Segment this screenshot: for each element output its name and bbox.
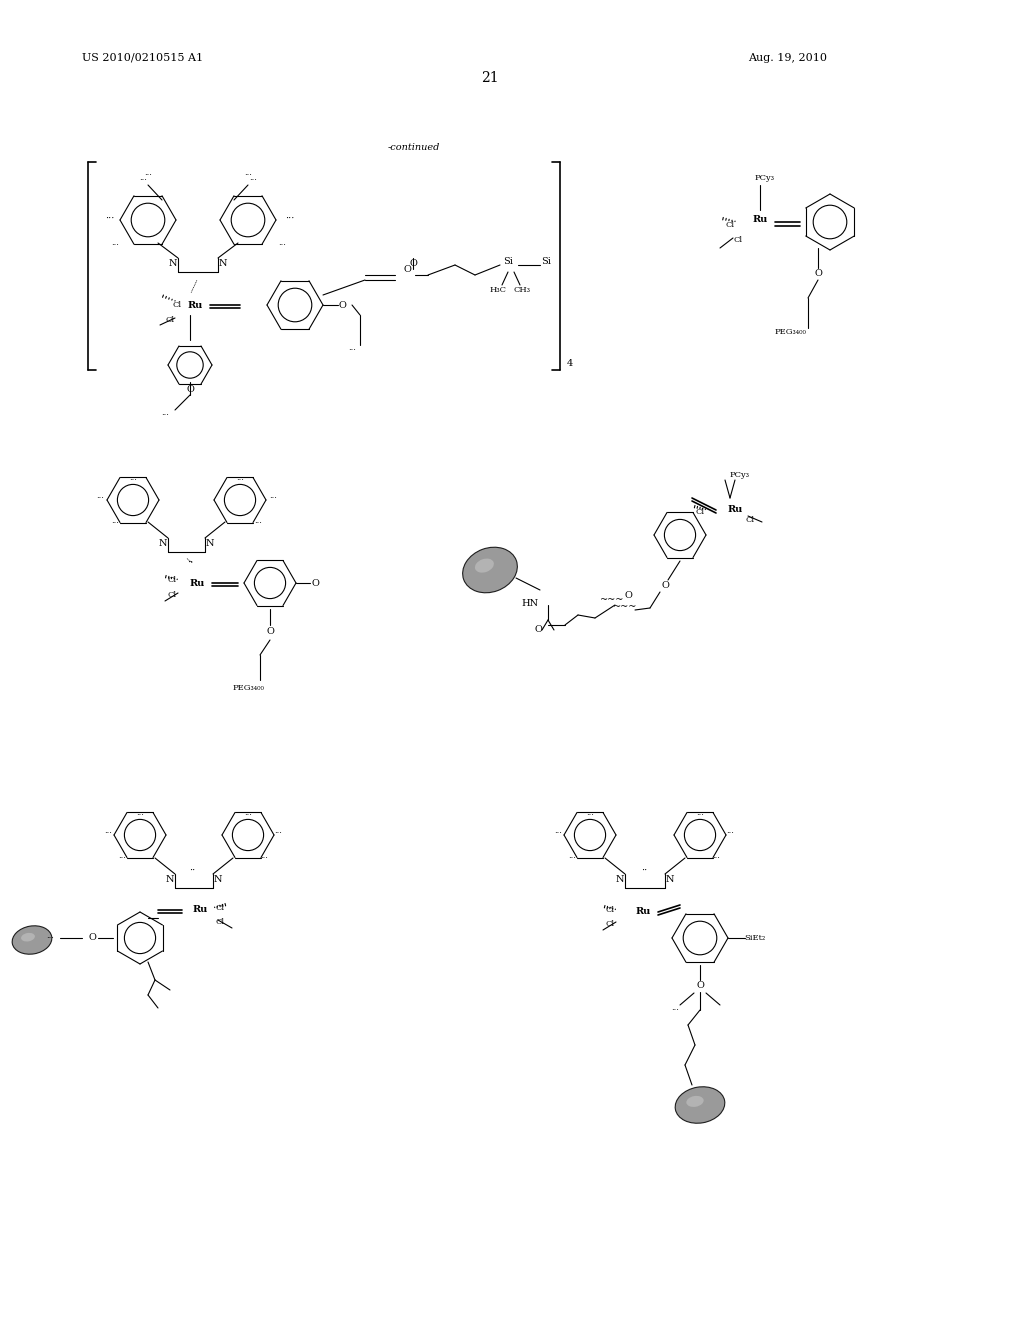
Text: O: O [311, 578, 318, 587]
Text: N: N [219, 259, 227, 268]
Text: SiEt₂: SiEt₂ [744, 935, 766, 942]
Text: ···: ··· [696, 810, 703, 818]
Text: ···: ··· [671, 1006, 679, 1014]
Text: HN: HN [521, 598, 539, 607]
Text: Cl: Cl [168, 576, 176, 583]
Text: O: O [662, 582, 669, 590]
Text: N: N [206, 539, 214, 548]
Ellipse shape [686, 1096, 703, 1107]
Text: ···: ··· [249, 176, 257, 183]
Text: Cl: Cl [733, 236, 742, 244]
Text: ···: ··· [129, 477, 137, 484]
Text: O: O [186, 385, 194, 395]
Text: O: O [403, 265, 411, 275]
Text: Aug. 19, 2010: Aug. 19, 2010 [748, 53, 827, 63]
Text: H₃C: H₃C [489, 286, 507, 294]
Ellipse shape [475, 558, 494, 573]
Text: PEG₃₄₀₀: PEG₃₄₀₀ [774, 327, 806, 337]
Text: Cl: Cl [166, 315, 174, 323]
Text: O: O [266, 627, 274, 636]
Text: Ru: Ru [189, 578, 205, 587]
Text: ···: ··· [46, 935, 54, 942]
Text: Ru: Ru [727, 506, 742, 515]
Text: Ru: Ru [635, 908, 650, 916]
Text: ···: ··· [568, 854, 575, 862]
Ellipse shape [675, 1086, 725, 1123]
Text: ··: ·· [641, 866, 647, 874]
Text: PCy₃: PCy₃ [730, 471, 750, 479]
Text: Cl: Cl [745, 516, 755, 524]
Text: ···: ··· [279, 242, 286, 249]
Text: Si: Si [541, 257, 551, 267]
Text: ···: ··· [244, 810, 252, 818]
Text: ···: ··· [96, 494, 104, 502]
Text: ···: ··· [244, 172, 252, 180]
Text: N: N [666, 874, 674, 883]
Text: ···: ··· [111, 519, 119, 527]
Text: ···: ··· [286, 214, 295, 223]
Text: ··: ·· [188, 866, 196, 874]
Text: ···: ··· [161, 411, 169, 418]
Text: N: N [615, 874, 625, 883]
Text: PEG₃₄₀₀: PEG₃₄₀₀ [232, 684, 264, 692]
Text: O: O [88, 933, 96, 942]
Text: Cl: Cl [168, 591, 176, 599]
Text: N: N [169, 259, 177, 268]
Text: ~~~: ~~~ [612, 602, 637, 611]
Text: ···: ··· [139, 176, 146, 183]
Ellipse shape [12, 925, 52, 954]
Text: O: O [814, 268, 822, 277]
Text: PCy₃: PCy₃ [755, 174, 775, 182]
Text: O: O [696, 982, 703, 990]
Text: ···: ··· [269, 494, 276, 502]
Text: N: N [214, 874, 222, 883]
Text: O: O [409, 259, 417, 268]
Text: O: O [338, 301, 346, 309]
Text: ···: ··· [554, 829, 562, 837]
Text: ···: ··· [254, 519, 262, 527]
Text: Cl: Cl [605, 906, 614, 913]
Text: ···: ··· [274, 829, 282, 837]
Text: Cl: Cl [215, 904, 224, 912]
Text: US 2010/0210515 A1: US 2010/0210515 A1 [82, 53, 203, 63]
Text: ~~~: ~~~ [600, 595, 625, 605]
Text: Cl: Cl [695, 508, 705, 516]
Text: Ru: Ru [193, 906, 208, 915]
Text: Cl: Cl [725, 220, 734, 228]
Text: ···: ··· [237, 477, 244, 484]
Text: N: N [166, 874, 174, 883]
Text: ···: ··· [260, 854, 268, 862]
Text: ···: ··· [105, 214, 115, 223]
Ellipse shape [22, 933, 35, 941]
Text: ···: ··· [136, 810, 144, 818]
Text: ···: ··· [104, 829, 112, 837]
Text: ···: ··· [144, 172, 152, 180]
Text: Ru: Ru [187, 301, 203, 310]
Text: ···: ··· [712, 854, 720, 862]
Text: Cl: Cl [605, 920, 614, 928]
Text: Cl: Cl [172, 301, 181, 309]
Text: ···: ··· [586, 810, 594, 818]
Text: ···: ··· [726, 829, 734, 837]
Text: N: N [159, 539, 167, 548]
Text: 21: 21 [481, 71, 499, 84]
Text: Si: Si [503, 257, 513, 267]
Text: ···: ··· [118, 854, 126, 862]
Text: Ru: Ru [753, 215, 768, 224]
Text: CH₃: CH₃ [513, 286, 530, 294]
Text: ···: ··· [111, 242, 119, 249]
Text: Cl: Cl [215, 917, 224, 927]
Text: 4: 4 [567, 359, 573, 367]
Text: O: O [535, 626, 542, 635]
Text: O: O [624, 590, 632, 599]
Text: ··: ·· [186, 557, 194, 566]
Text: -continued: -continued [388, 144, 440, 153]
Text: ···: ··· [348, 346, 356, 354]
Ellipse shape [463, 548, 517, 593]
